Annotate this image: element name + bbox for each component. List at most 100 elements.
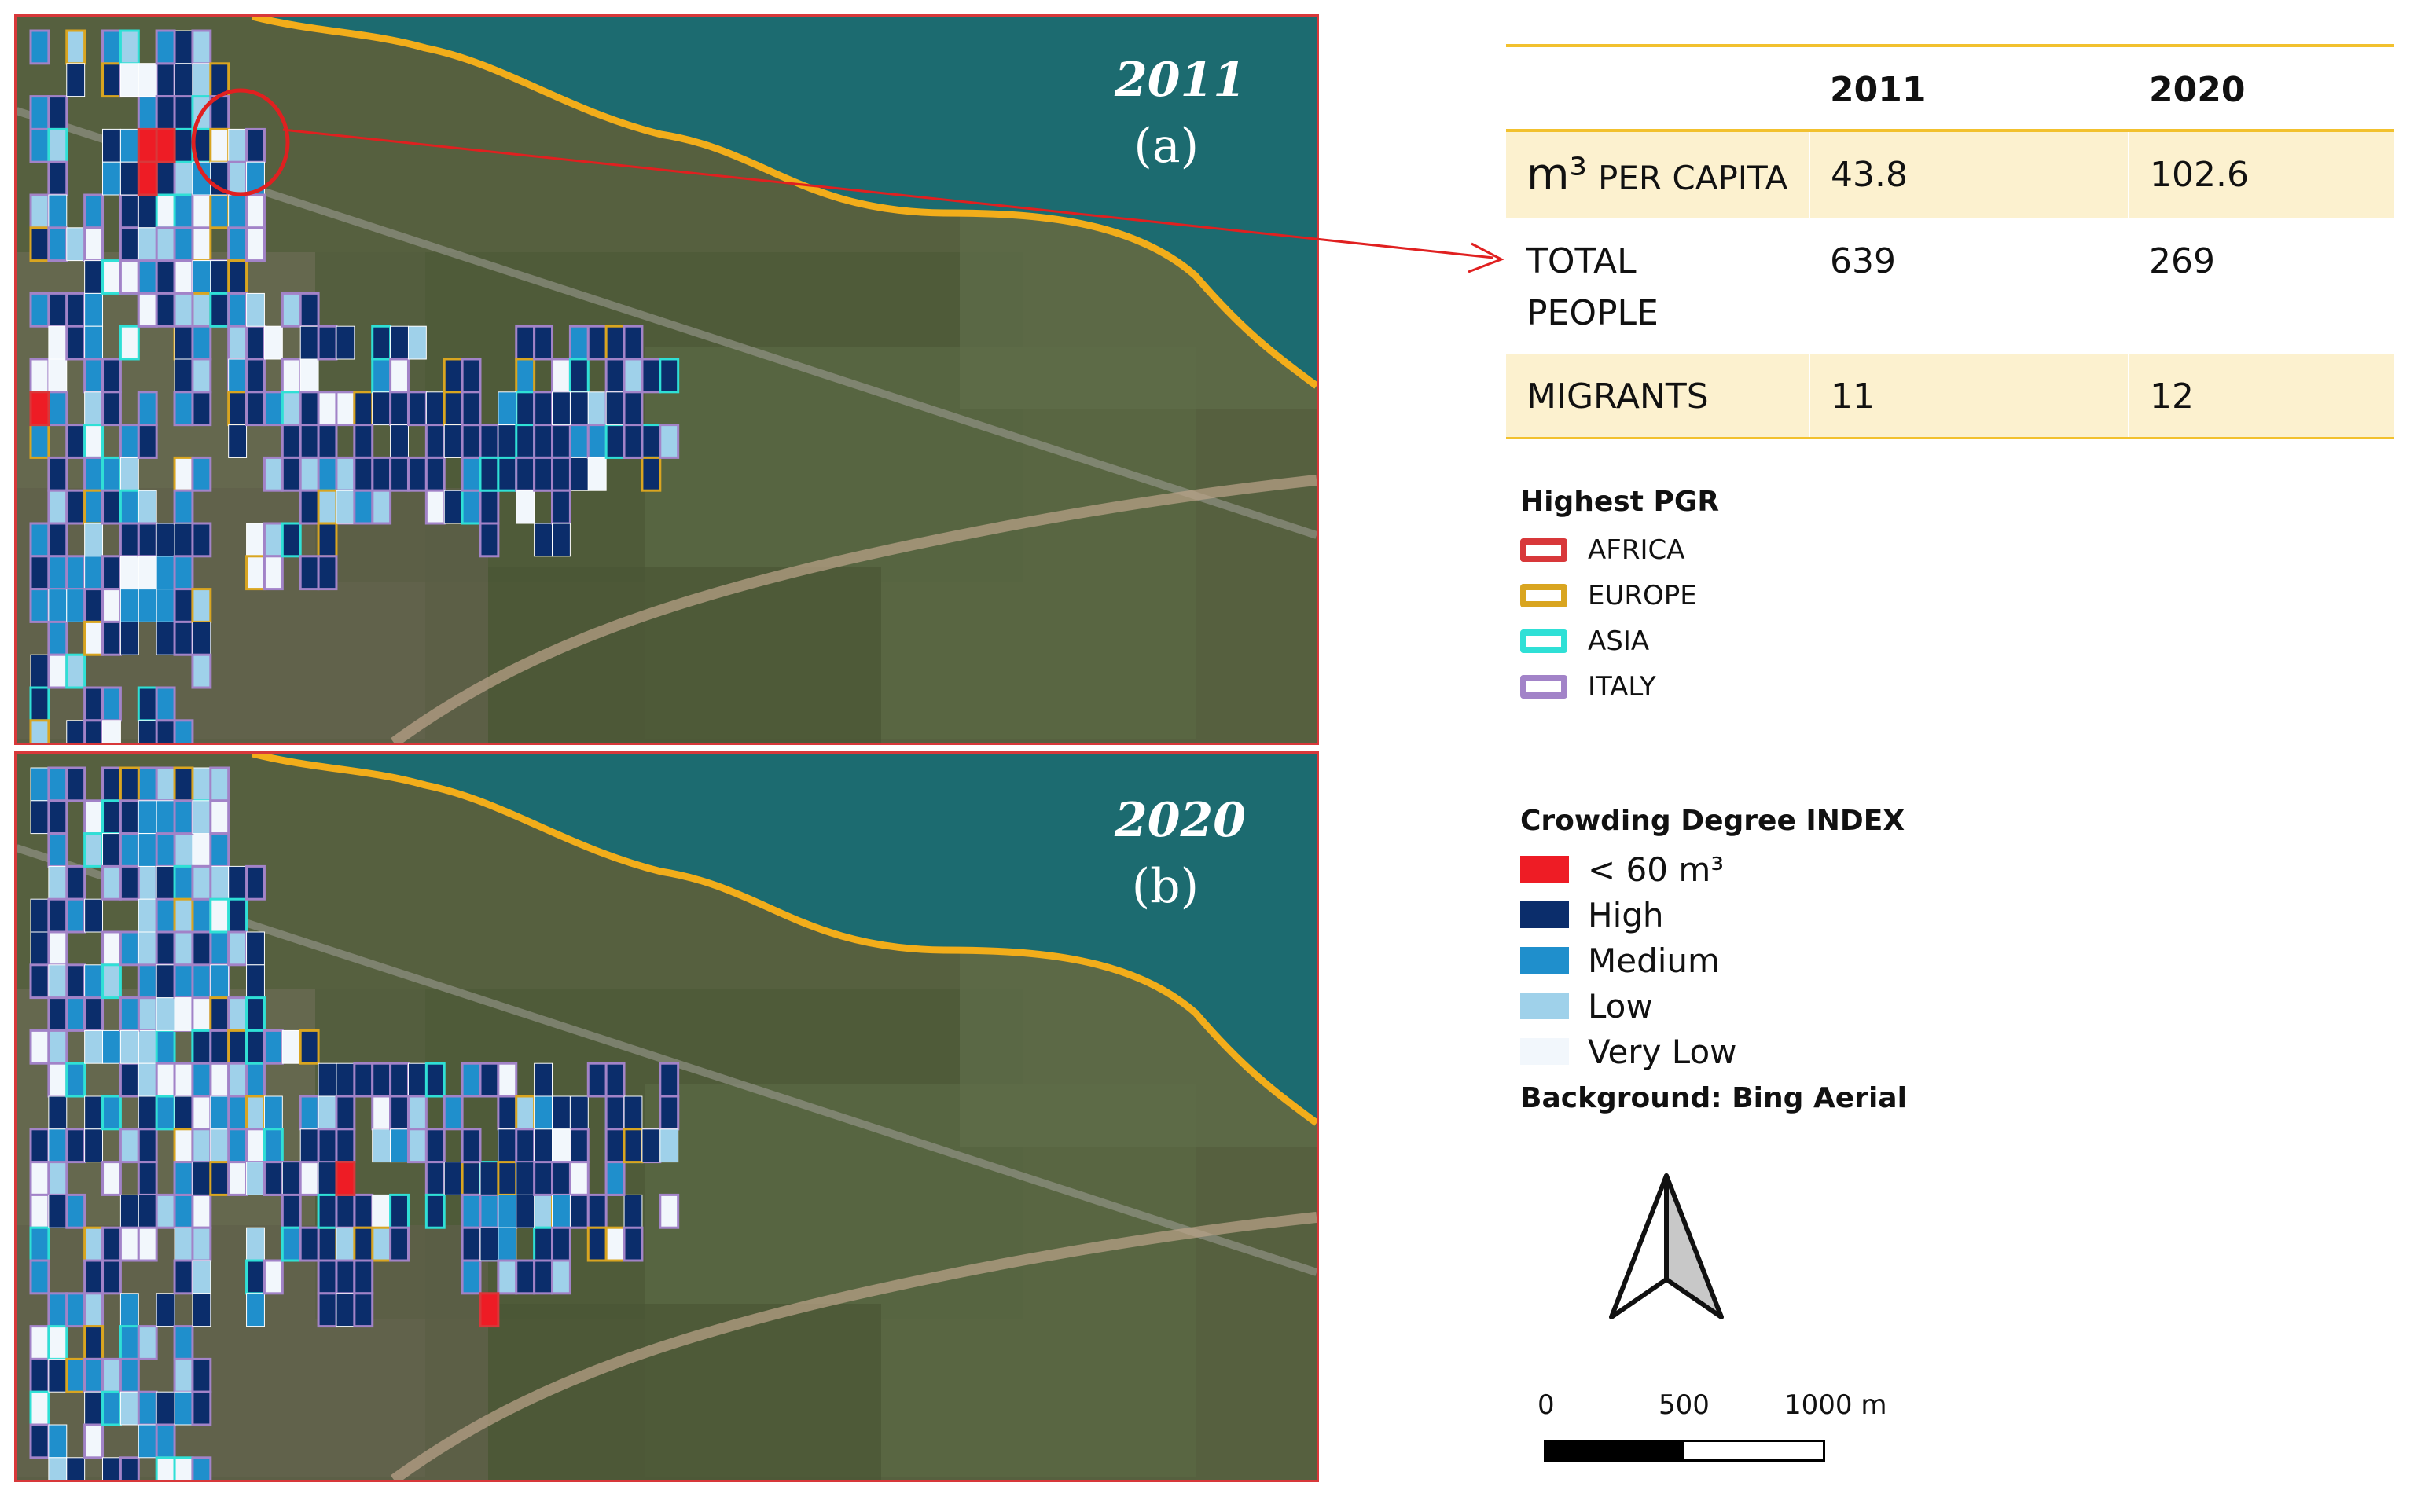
grid-cell <box>227 226 248 262</box>
grid-cell <box>101 1161 122 1196</box>
legend-swatch <box>1520 1038 1569 1065</box>
grid-cell <box>137 160 158 196</box>
grid-cell <box>281 424 302 459</box>
cell-2020: 269 <box>2149 241 2215 281</box>
grid-cell <box>227 897 248 934</box>
grid-cell <box>479 1162 499 1195</box>
grid-cell <box>623 358 644 394</box>
grid-cell <box>533 1161 554 1196</box>
grid-cell <box>551 1226 571 1262</box>
grid-cell <box>515 325 536 361</box>
grid-cell <box>371 1095 392 1131</box>
grid-cell <box>498 391 517 426</box>
grid-cell <box>425 391 445 426</box>
grid-cell <box>552 1095 571 1130</box>
coastline <box>251 754 1317 1126</box>
grid-cell <box>174 1391 193 1426</box>
grid-cell <box>137 391 158 427</box>
panel-year-title: 2011 <box>1115 53 1246 108</box>
grid-cell <box>83 588 105 623</box>
grid-cell <box>102 1029 121 1064</box>
grid-cell <box>191 1226 212 1262</box>
grid-cell <box>210 1128 230 1163</box>
grid-cell <box>29 292 50 328</box>
grid-cell <box>659 358 680 394</box>
grid-cell <box>119 766 140 802</box>
grid-cell <box>83 996 105 1032</box>
grid-cell <box>281 1226 302 1262</box>
grid-cell <box>138 63 157 97</box>
grid-cell <box>191 29 212 65</box>
grid-cell <box>29 963 50 1000</box>
grid-cell <box>173 864 194 901</box>
grid-cell <box>551 1161 571 1196</box>
grid-cell <box>47 620 68 656</box>
grid-cell <box>138 865 157 900</box>
grid-cell <box>497 456 518 492</box>
grid-cell <box>155 686 176 722</box>
grid-cell <box>372 391 391 426</box>
scale-bar-white <box>1682 1440 1825 1462</box>
grid-cell <box>497 1259 518 1295</box>
grid-cell <box>156 556 175 590</box>
railway <box>390 475 1317 743</box>
table-row: m³ PER CAPITA 43.8 102.6 <box>1506 130 2394 218</box>
grid-cell <box>173 193 194 229</box>
cell-2011: 43.8 <box>1809 130 2129 218</box>
grid-cell <box>30 898 50 933</box>
grid-cell <box>406 391 428 427</box>
grid-cell <box>191 358 212 394</box>
row-label-rest: PER CAPITA <box>1598 159 1788 197</box>
grid-cell <box>443 1095 464 1131</box>
grid-cell <box>156 589 175 622</box>
grid-cell <box>192 260 211 294</box>
grid-cell <box>138 833 157 867</box>
grid-cell <box>245 325 266 361</box>
row-label: TOTAL PEOPLE <box>1526 241 1659 333</box>
grid-cell <box>138 1095 157 1130</box>
grid-cell <box>281 1162 301 1195</box>
grid-cell <box>498 1194 517 1228</box>
grid-cell <box>299 358 319 393</box>
grid-cell <box>604 424 626 459</box>
grid-cell <box>461 1226 482 1262</box>
grid-cell <box>534 523 553 557</box>
grid-cell <box>299 489 320 525</box>
grid-cell <box>173 799 194 835</box>
grid-cell <box>29 358 50 394</box>
grid-cell <box>335 1259 356 1295</box>
grid-cell <box>173 620 194 656</box>
panel-year-title: 2020 <box>1115 793 1246 848</box>
grid-cell <box>568 424 590 459</box>
grid-cell <box>84 325 104 360</box>
legend-label: EUROPE <box>1588 580 1697 611</box>
row-label: MIGRANTS <box>1506 354 1809 439</box>
grid-cell <box>48 194 68 229</box>
grid-cell <box>155 897 176 934</box>
grid-cell <box>209 766 230 802</box>
grid-cell <box>533 456 554 492</box>
grid-cell <box>245 226 266 262</box>
grid-cell <box>263 1029 284 1065</box>
grid-cell <box>552 391 571 426</box>
grid-cell <box>119 193 140 229</box>
grid-cell <box>389 358 410 394</box>
grid-cell <box>47 996 68 1032</box>
grid-cell <box>155 95 176 130</box>
grid-cell <box>119 996 140 1032</box>
grid-cell <box>48 1424 68 1459</box>
grid-cell <box>29 1128 50 1164</box>
grid-cell <box>155 193 176 229</box>
grid-cell <box>245 1128 266 1164</box>
grid-cell <box>317 424 338 459</box>
grid-cell <box>424 1128 446 1164</box>
grid-cell <box>155 62 176 98</box>
grid-cell <box>102 833 121 867</box>
grid-cell <box>155 719 176 743</box>
grid-cell <box>191 996 212 1032</box>
grid-cell <box>317 325 338 361</box>
legend-item-asia: ASIA <box>1520 618 1719 664</box>
grid-cell <box>84 898 104 933</box>
grid-cell <box>47 1029 68 1065</box>
grid-cell <box>48 1095 68 1130</box>
